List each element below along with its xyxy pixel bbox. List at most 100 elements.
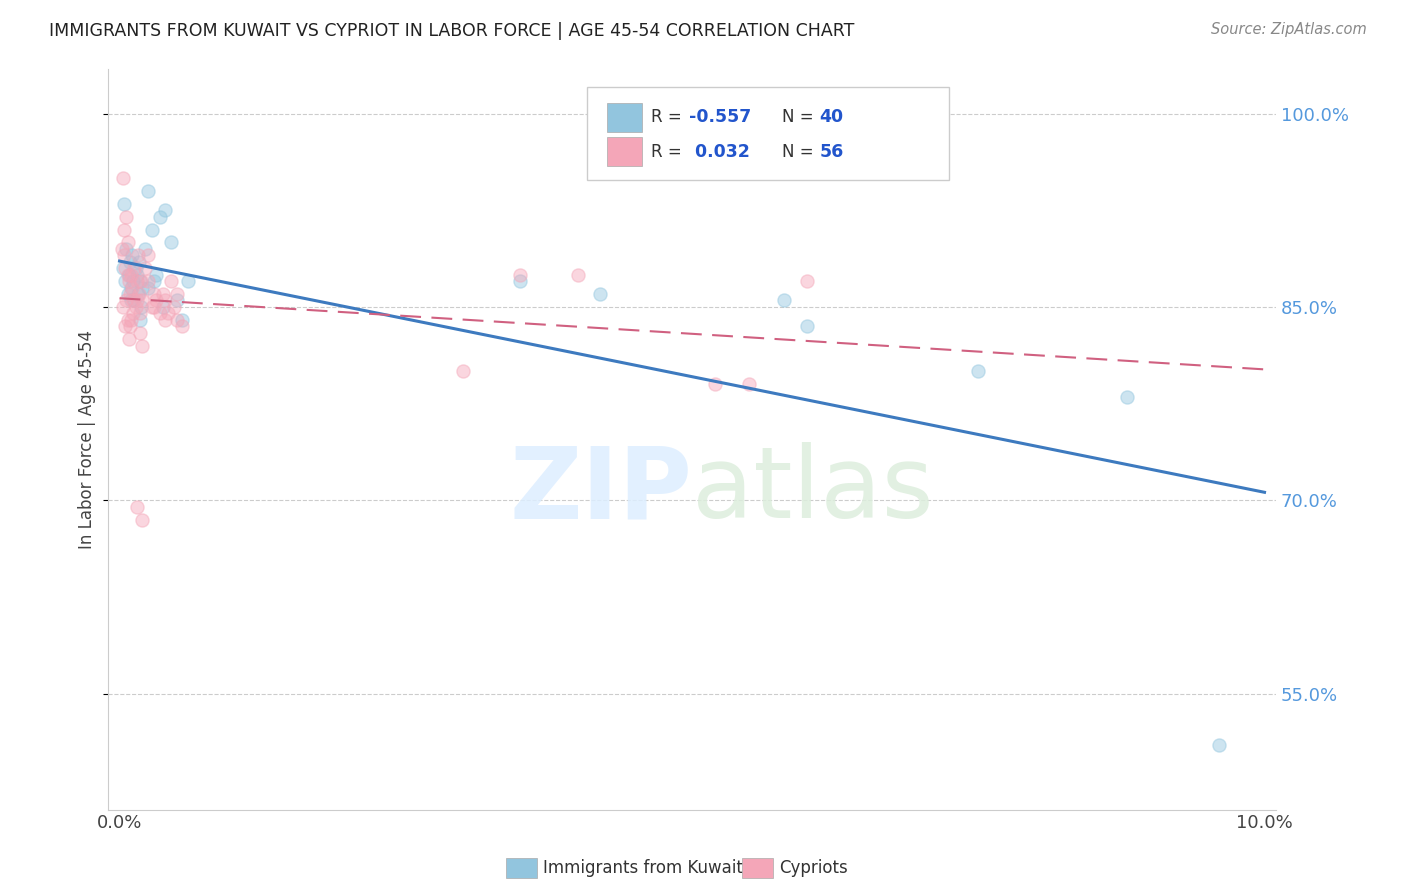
Point bbox=[177, 274, 200, 288]
Point bbox=[122, 274, 145, 288]
Point bbox=[172, 319, 194, 334]
Point bbox=[111, 300, 134, 314]
Point bbox=[129, 300, 152, 314]
Point bbox=[172, 313, 194, 327]
Point bbox=[451, 364, 474, 378]
Point bbox=[145, 293, 167, 308]
Point bbox=[125, 293, 148, 308]
Point bbox=[125, 500, 148, 514]
Point bbox=[127, 248, 149, 262]
Point bbox=[128, 287, 150, 301]
Point bbox=[509, 268, 531, 282]
Point bbox=[134, 261, 156, 276]
Text: Immigrants from Kuwait: Immigrants from Kuwait bbox=[543, 859, 742, 877]
Text: ZIP: ZIP bbox=[509, 442, 692, 540]
Point bbox=[111, 242, 134, 256]
Text: R =: R = bbox=[651, 143, 688, 161]
Point bbox=[120, 280, 142, 294]
Point bbox=[129, 274, 152, 288]
Point bbox=[117, 235, 139, 250]
Point bbox=[163, 300, 186, 314]
Point bbox=[166, 287, 188, 301]
Point bbox=[142, 300, 165, 314]
Point bbox=[131, 512, 153, 526]
Text: R =: R = bbox=[651, 109, 688, 127]
Point bbox=[509, 274, 531, 288]
Text: 0.032: 0.032 bbox=[689, 143, 749, 161]
Text: Cypriots: Cypriots bbox=[779, 859, 848, 877]
Point bbox=[155, 313, 177, 327]
Point bbox=[128, 255, 150, 269]
Point bbox=[124, 261, 146, 276]
Point bbox=[121, 280, 143, 294]
Point bbox=[134, 242, 156, 256]
Point bbox=[121, 248, 143, 262]
Point bbox=[145, 268, 167, 282]
Point bbox=[738, 377, 761, 392]
Point bbox=[141, 222, 163, 236]
Point bbox=[160, 235, 183, 250]
Y-axis label: In Labor Force | Age 45-54: In Labor Force | Age 45-54 bbox=[79, 329, 96, 549]
Point bbox=[124, 300, 146, 314]
Point bbox=[142, 287, 165, 301]
Point bbox=[120, 313, 142, 327]
Point bbox=[149, 210, 172, 224]
Point bbox=[112, 222, 135, 236]
Point bbox=[703, 377, 725, 392]
Point bbox=[160, 274, 183, 288]
Point bbox=[131, 280, 153, 294]
Point bbox=[136, 248, 159, 262]
Point bbox=[111, 261, 134, 276]
Point bbox=[129, 313, 152, 327]
FancyBboxPatch shape bbox=[586, 87, 949, 179]
Point bbox=[127, 287, 149, 301]
Text: -0.557: -0.557 bbox=[689, 109, 751, 127]
Text: IMMIGRANTS FROM KUWAIT VS CYPRIOT IN LABOR FORCE | AGE 45-54 CORRELATION CHART: IMMIGRANTS FROM KUWAIT VS CYPRIOT IN LAB… bbox=[49, 22, 855, 40]
Point bbox=[166, 293, 188, 308]
Point bbox=[117, 313, 139, 327]
Point bbox=[141, 300, 163, 314]
Text: 40: 40 bbox=[820, 109, 844, 127]
Point bbox=[115, 242, 138, 256]
Point bbox=[124, 261, 146, 276]
Point bbox=[120, 293, 142, 308]
Point bbox=[118, 268, 141, 282]
Point bbox=[118, 255, 141, 269]
Point bbox=[142, 274, 165, 288]
Text: 56: 56 bbox=[820, 143, 844, 161]
Text: atlas: atlas bbox=[692, 442, 934, 540]
Point bbox=[1208, 738, 1230, 752]
Point bbox=[115, 210, 138, 224]
Point bbox=[122, 306, 145, 320]
Point bbox=[117, 268, 139, 282]
Point bbox=[118, 274, 141, 288]
Point bbox=[118, 319, 141, 334]
Point bbox=[131, 293, 153, 308]
Point bbox=[118, 287, 141, 301]
Point bbox=[118, 332, 141, 346]
Point bbox=[967, 364, 990, 378]
Point bbox=[122, 293, 145, 308]
Point bbox=[166, 313, 188, 327]
Point bbox=[152, 287, 174, 301]
Point bbox=[117, 287, 139, 301]
Point bbox=[125, 274, 148, 288]
Point bbox=[772, 293, 794, 308]
Point bbox=[120, 268, 142, 282]
Point bbox=[129, 274, 152, 288]
Point bbox=[111, 171, 134, 186]
Point bbox=[155, 203, 177, 218]
Point bbox=[796, 274, 818, 288]
Point bbox=[1116, 390, 1139, 404]
FancyBboxPatch shape bbox=[607, 103, 641, 131]
Point bbox=[136, 274, 159, 288]
Point bbox=[129, 326, 152, 340]
Point bbox=[136, 280, 159, 294]
Point bbox=[567, 268, 589, 282]
Point bbox=[114, 274, 136, 288]
Point bbox=[155, 293, 177, 308]
Point bbox=[131, 338, 153, 352]
Point bbox=[149, 306, 172, 320]
Point bbox=[112, 197, 135, 211]
Text: Source: ZipAtlas.com: Source: ZipAtlas.com bbox=[1211, 22, 1367, 37]
